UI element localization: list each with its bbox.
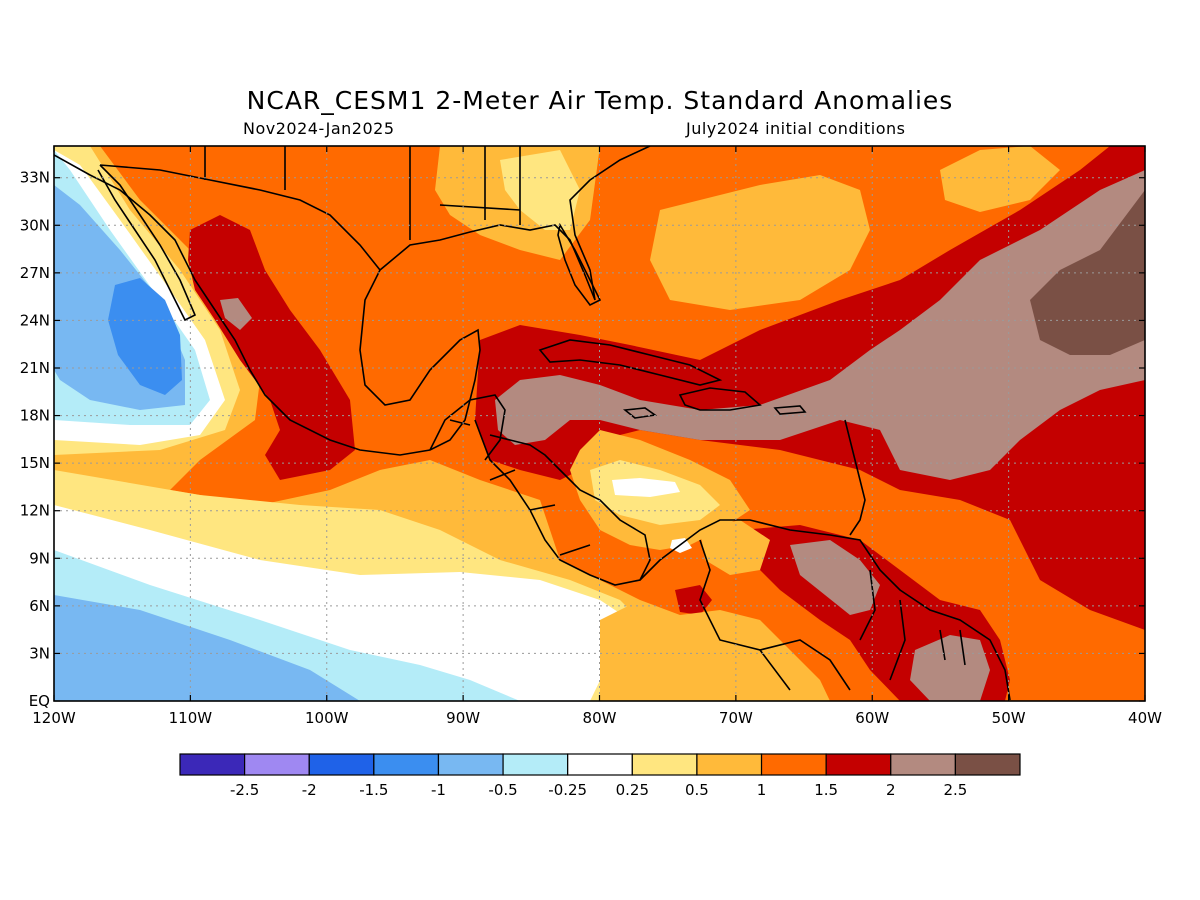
legend-swatch [437,753,504,776]
anomaly-field [54,146,1145,701]
legend-label: 0.25 [616,781,649,799]
lat-label: 30N [20,216,50,234]
anomaly-region-0.5-1-atlantic-north [650,175,870,310]
legend-label: -2 [302,781,317,799]
graticule [53,146,1146,702]
anomaly-region-2-2.5-south-america [790,540,990,701]
coastline-puerto-rico [773,405,807,415]
initial-conditions: July2024 initial conditions [686,119,906,138]
legend-label: -1 [431,781,446,799]
legend-swatch [760,753,827,776]
anomaly-region-0.5-1-atlantic-ne [940,146,1060,212]
lat-label: 12N [20,502,50,520]
lat-label: 9N [29,549,50,567]
lat-label: EQ [29,692,50,710]
coastline-lesser-antilles [844,419,866,536]
lon-label: 110W [169,709,213,727]
anomaly-region-neutral-caribbean [612,478,692,553]
anomaly-region-1.5-2-mexico [188,215,355,480]
lat-label: 21N [20,359,50,377]
legend-swatch [696,753,763,776]
lon-label: 100W [305,709,349,727]
legend-swatch [179,753,246,776]
anomaly-region-2-2.5-mexico-coast [220,298,252,330]
legend-swatch [502,753,569,776]
lat-label: 18N [20,407,50,425]
border-central-america [449,419,591,556]
lon-label: 90W [446,709,480,727]
lat-label: 27N [20,264,50,282]
anomaly-region-0.5-1-colombia-north [700,520,770,575]
lon-label: 60W [855,709,889,727]
color-legend: -2.5 -2 -1.5 -1 -0.5 -0.25 0.25 0.5 1 1.5 2 2.5 [179,753,1021,799]
lon-label: 70W [719,709,753,727]
legend-label: 1.5 [814,781,838,799]
legend-label: -0.25 [548,781,587,799]
anomaly-region-neutral-pacific [54,150,630,701]
legend-swatch [825,753,892,776]
legend-swatch [373,753,440,776]
border-us-mexico [99,164,381,271]
legend-label: 0.5 [685,781,709,799]
legend-label: 1 [757,781,767,799]
coastline-south-america [639,519,1011,701]
legend-label: 2 [886,781,896,799]
map-title: NCAR_CESM1 2-Meter Air Temp. Standard An… [246,86,954,115]
coastline-baja [97,164,197,322]
forecast-period: Nov2024-Jan2025 [243,119,395,138]
anomaly-region-2-2.5-caribbean [495,170,1145,480]
legend-swatch [631,753,698,776]
legend-swatch [567,753,633,776]
lat-label: 6N [29,597,50,615]
lat-label: 24N [20,311,50,329]
legend-swatch [308,753,375,776]
coastline-hispaniola [678,387,762,411]
coastline-yucatan [429,394,506,461]
lon-label: 40W [1128,709,1162,727]
coastline-mexico-us-gulf [54,146,651,456]
lon-label: 120W [32,709,76,727]
border-us-states [204,146,521,240]
lat-label: 3N [29,644,50,662]
lat-label: 33N [20,169,50,187]
legend-label: -2.5 [230,781,259,799]
legend-swatch [890,753,956,776]
border-south-america [699,539,966,691]
lat-label: 15N [20,454,50,472]
legend-swatch [244,753,310,776]
legend-label: -0.5 [488,781,517,799]
lon-label: 80W [583,709,617,727]
anomaly-region-0.5-1-venezuela [600,600,830,701]
coastlines [54,146,1011,701]
anomaly-region-neg1-pacific [108,278,182,395]
lon-label: 50W [992,709,1026,727]
legend-label: -1.5 [359,781,388,799]
coastline-cuba [538,339,723,386]
legend-swatch [954,753,1021,776]
legend-label: 2.5 [943,781,967,799]
coastline-florida [557,222,602,307]
